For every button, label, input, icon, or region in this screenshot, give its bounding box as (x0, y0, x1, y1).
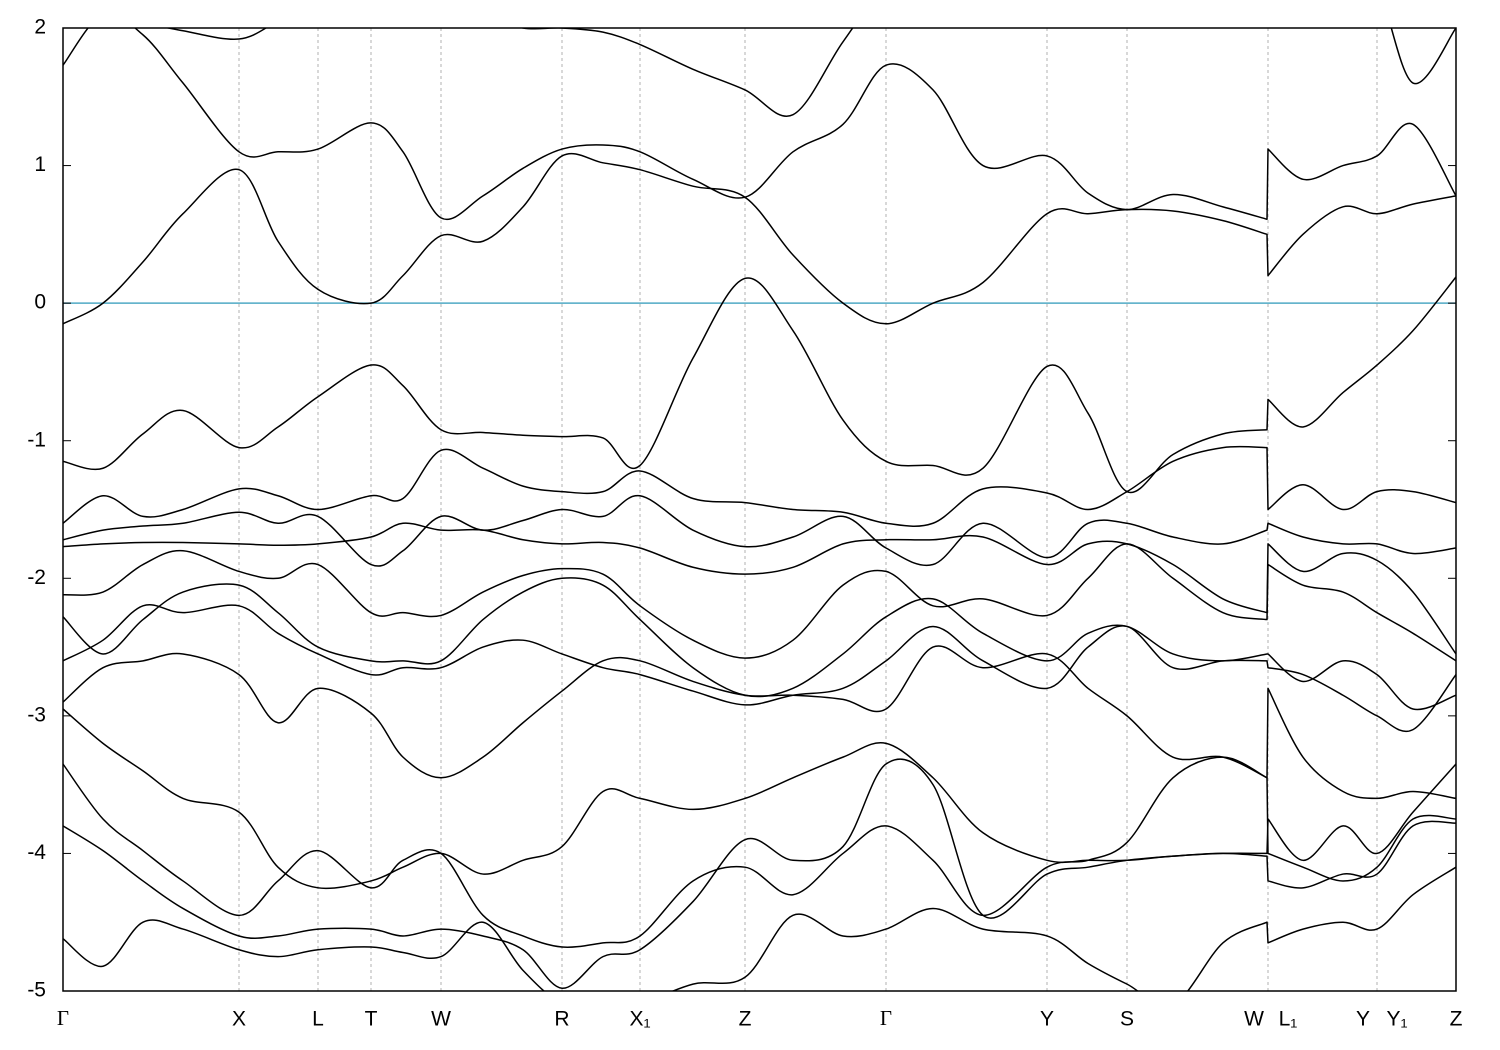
axes: -5 -4 -3 -2 -1 0 1 2 Γ X L T W R X₁ Z Γ Y S W L₁ Y Y₁ Z (27, 16, 1462, 1031)
band-line (63, 445, 1456, 528)
y-tick-label: 0 (34, 291, 46, 314)
band-line (63, 494, 1456, 567)
band-line (63, 276, 1456, 494)
x-tick-label: X (232, 1008, 246, 1031)
band-line (63, 543, 1456, 662)
x-tick-label: S (1120, 1008, 1134, 1031)
band-line (63, 758, 1456, 990)
plot-frame (62, 27, 1457, 992)
x-tick-label: X₁ (629, 1008, 650, 1031)
x-tick-label: T (365, 1008, 378, 1031)
y-tick-label: -3 (27, 703, 46, 726)
x-tick-label: Y (1356, 1008, 1370, 1031)
x-tick-label: R (554, 1008, 569, 1031)
band-line (63, 152, 1456, 325)
y-tick-label: -4 (27, 841, 46, 864)
x-tick-label: Γ (57, 1006, 69, 1030)
y-tick-label: -1 (27, 428, 46, 451)
y-tick-label: -5 (27, 979, 46, 1002)
band-line (164, 28, 1456, 117)
x-tick-label: Y (1040, 1008, 1054, 1031)
x-tick-label: W (431, 1008, 451, 1031)
y-tick-label: 1 (34, 153, 46, 176)
y-tick-label: -2 (27, 566, 46, 589)
x-tick-label: Z (1450, 1008, 1463, 1031)
band-line (63, 604, 1456, 732)
x-tick-label: W (1244, 1008, 1264, 1031)
band-line (63, 28, 1456, 221)
x-tick-label: L (312, 1008, 324, 1031)
x-tick-label: Y₁ (1386, 1008, 1407, 1031)
band-line (63, 866, 1456, 991)
bands (63, 28, 1456, 991)
band-line (63, 522, 1456, 655)
x-tick-label: Γ (880, 1006, 892, 1030)
y-tick-label: 2 (34, 16, 46, 39)
x-tick-label: Z (739, 1008, 752, 1031)
band-line (63, 708, 1456, 890)
x-tick-label: L₁ (1279, 1008, 1298, 1031)
band-line (63, 756, 1456, 948)
